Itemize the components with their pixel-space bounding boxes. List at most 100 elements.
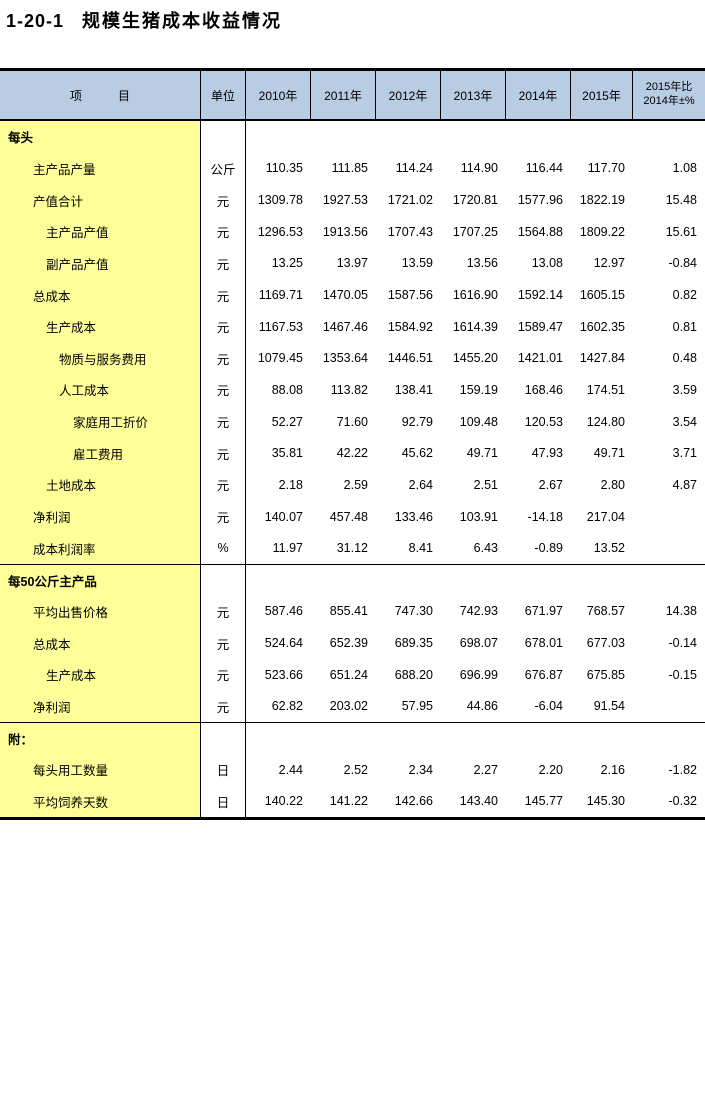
year-value-cell: -0.89: [534, 541, 564, 556]
year-value-cell: 2.52: [343, 762, 368, 777]
item-label-cell: 每50公斤主产品: [0, 564, 201, 596]
year-value-cell: 13.25: [271, 256, 303, 271]
table-header-row: 项 目 单位 2010年 2011年 2012年 2013年 2014年 201…: [0, 71, 705, 121]
year-value-cell: 45.62: [401, 446, 433, 461]
year-value-cell: [506, 121, 571, 153]
item-label-cell: 生产成本: [0, 310, 201, 343]
year-value-cell: 12.97: [593, 256, 625, 271]
header-change-line1: 2015年比: [645, 81, 693, 94]
change-value-cell: 0.81: [672, 319, 697, 334]
table-row: 主产品产量 公斤 110.35 111.85 114.24 114.90 116.44 117…: [0, 152, 705, 185]
year-value-cell: 49.71: [593, 446, 625, 461]
table-row: 人工成本元 88.08 113.82 138.41 159.19 168.46 174.51…: [0, 374, 705, 406]
year-value-cell: 31.12: [336, 541, 368, 556]
table-row: 净利润元 62.82 203.02 57.95 44.86 -6.04 91.54: [0, 690, 705, 723]
year-value-cell: 92.79: [401, 414, 433, 429]
table-row: 生产成本元 1167.53 1467.46 1584.92 1614.39 1589.47…: [0, 310, 705, 343]
year-value-cell: 1605.15: [579, 288, 625, 303]
item-label-cell: 每头用工数量: [0, 753, 201, 786]
year-value-cell: 524.64: [264, 636, 303, 651]
year-value-cell: 651.24: [329, 667, 368, 682]
year-value-cell: 13.08: [531, 256, 563, 271]
unit-cell: [201, 723, 246, 754]
year-value-cell: 1602.35: [579, 319, 625, 334]
year-value-cell: 114.24: [395, 161, 433, 176]
unit-cell: 元: [201, 500, 246, 533]
year-value-cell: [246, 121, 311, 153]
unit-cell: 元: [201, 342, 246, 375]
year-value-cell: 2.18: [278, 477, 303, 492]
table-row: 生产成本元 523.66 651.24 688.20 696.99 676.87 675.8…: [0, 658, 705, 691]
year-value-cell: 652.39: [329, 636, 368, 651]
year-value-cell: 2.20: [538, 762, 563, 777]
year-value-cell: [441, 723, 506, 754]
year-value-cell: [506, 723, 571, 754]
year-value-cell: [246, 565, 311, 596]
table-row: 主产品产值元 1296.53 1913.56 1707.43 1707.25 1564.8…: [0, 215, 705, 248]
year-value-cell: 1707.25: [452, 224, 498, 239]
year-value-cell: 145.77: [524, 794, 563, 809]
year-value-cell: 1079.45: [257, 351, 303, 366]
unit-cell: 元: [201, 627, 246, 659]
year-value-cell: 1564.88: [517, 224, 563, 239]
year-value-cell: 114.90: [460, 161, 498, 176]
year-value-cell: 103.91: [459, 509, 498, 524]
year-value-cell: 689.35: [394, 636, 433, 651]
year-value-cell: 1167.53: [258, 319, 303, 334]
table-row: 产值合计元 1309.78 1927.53 1721.02 1720.81 1577.96…: [0, 184, 705, 216]
item-label-cell: 平均出售价格: [0, 595, 201, 628]
unit-cell: [201, 564, 246, 596]
year-value-cell: 1616.90: [452, 288, 498, 303]
year-value-cell: 587.46: [264, 604, 303, 619]
unit-cell: 公斤: [201, 152, 246, 185]
change-value-cell: -0.84: [668, 256, 698, 271]
unit-cell: 元: [201, 279, 246, 311]
year-value-cell: 2.80: [600, 477, 625, 492]
item-label-cell: 人工成本: [0, 374, 201, 406]
year-value-cell: 57.95: [401, 699, 433, 714]
year-value-cell: 13.59: [401, 256, 433, 271]
year-value-cell: 117.70: [587, 161, 625, 176]
year-value-cell: 2.34: [408, 762, 433, 777]
year-value-cell: 71.60: [336, 414, 368, 429]
item-label-cell: 每头: [0, 121, 201, 153]
header-year-2015: 2015年: [571, 71, 633, 119]
header-change-line2: 2014年±%: [643, 95, 695, 107]
item-label-cell: 土地成本: [0, 469, 201, 501]
change-value-cell: -0.15: [668, 667, 698, 682]
year-value-cell: 676.87: [524, 667, 563, 682]
year-value-cell: [376, 121, 441, 153]
change-value-cell: 3.71: [672, 446, 697, 461]
year-value-cell: 688.20: [394, 667, 433, 682]
year-value-cell: 747.30: [394, 604, 433, 619]
year-value-cell: 1421.01: [517, 351, 563, 366]
table-number: 1-20-1: [6, 11, 65, 31]
year-value-cell: 675.85: [586, 667, 625, 682]
year-value-cell: 1427.84: [579, 351, 625, 366]
section-row: 每50公斤主产品: [0, 563, 705, 596]
year-value-cell: 2.64: [408, 477, 433, 492]
header-year-2011: 2011年: [311, 71, 376, 119]
year-value-cell: [506, 565, 571, 596]
year-value-cell: 168.46: [524, 382, 563, 397]
year-value-cell: 109.48: [459, 414, 498, 429]
unit-cell: 元: [201, 690, 246, 723]
item-label-cell: 产值合计: [0, 184, 201, 216]
table-row: 副产品产值元 13.25 13.97 13.59 13.56 13.08 12.97 -0.8…: [0, 247, 705, 280]
year-value-cell: 742.93: [459, 604, 498, 619]
item-label-cell: 净利润: [0, 500, 201, 533]
change-value-cell: -0.32: [668, 794, 698, 809]
change-value-cell: [633, 691, 705, 723]
year-value-cell: 855.41: [329, 604, 368, 619]
year-value-cell: 138.41: [394, 382, 433, 397]
unit-cell: 元: [201, 374, 246, 406]
year-value-cell: 145.30: [586, 794, 625, 809]
unit-cell: 日: [201, 753, 246, 786]
item-label-cell: 物质与服务费用: [0, 342, 201, 375]
year-value-cell: 110.35: [265, 161, 303, 176]
year-value-cell: 1296.53: [257, 224, 303, 239]
change-value-cell: [633, 501, 705, 533]
year-value-cell: 140.22: [264, 794, 303, 809]
unit-cell: 日: [201, 785, 246, 818]
year-value-cell: 174.51: [586, 382, 625, 397]
